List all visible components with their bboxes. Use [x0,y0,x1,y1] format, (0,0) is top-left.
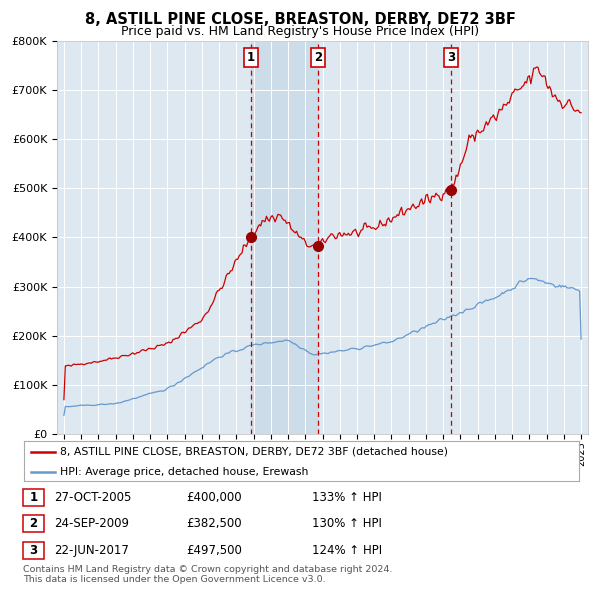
Text: Contains HM Land Registry data © Crown copyright and database right 2024.
This d: Contains HM Land Registry data © Crown c… [23,565,392,584]
Text: 130% ↑ HPI: 130% ↑ HPI [312,517,382,530]
Text: 3: 3 [29,544,38,557]
Text: 2: 2 [29,517,38,530]
Text: 2: 2 [314,51,322,64]
Text: Price paid vs. HM Land Registry's House Price Index (HPI): Price paid vs. HM Land Registry's House … [121,25,479,38]
Text: 22-JUN-2017: 22-JUN-2017 [54,544,129,557]
Text: 124% ↑ HPI: 124% ↑ HPI [312,544,382,557]
Text: HPI: Average price, detached house, Erewash: HPI: Average price, detached house, Erew… [60,467,308,477]
Text: 133% ↑ HPI: 133% ↑ HPI [312,491,382,504]
Text: 24-SEP-2009: 24-SEP-2009 [54,517,129,530]
Text: 1: 1 [247,51,254,64]
Text: 27-OCT-2005: 27-OCT-2005 [54,491,131,504]
Text: £497,500: £497,500 [186,544,242,557]
Text: 8, ASTILL PINE CLOSE, BREASTON, DERBY, DE72 3BF (detached house): 8, ASTILL PINE CLOSE, BREASTON, DERBY, D… [60,447,448,457]
Text: 1: 1 [29,491,38,504]
Bar [251,41,318,434]
Text: 8, ASTILL PINE CLOSE, BREASTON, DERBY, DE72 3BF: 8, ASTILL PINE CLOSE, BREASTON, DERBY, D… [85,12,515,27]
Text: £400,000: £400,000 [186,491,242,504]
Text: 3: 3 [447,51,455,64]
Text: £382,500: £382,500 [186,517,242,530]
